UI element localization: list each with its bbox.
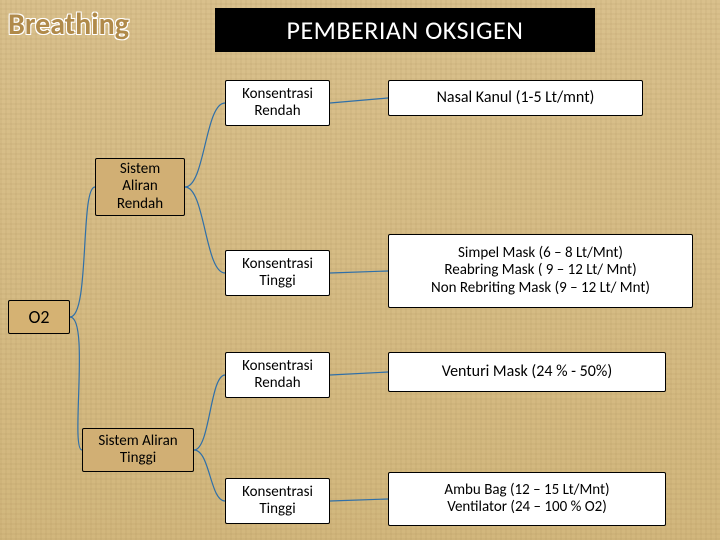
node-nasal: Nasal Kanul (1-5 Lt/mnt) [388,80,643,116]
node-line: Ambu Bag (12 – 15 Lt/Mnt) [444,482,609,499]
node-conc-high-1-label: Konsentrasi Tinggi [234,256,321,291]
node-conc-high-2-label: Konsentrasi Tinggi [234,484,321,519]
node-system-high-label: Sistem Aliran Tinggi [91,433,185,468]
node-line: Nasal Kanul (1-5 Lt/mnt) [437,89,595,107]
node-line: Reabring Mask ( 9 – 12 Lt/ Mnt) [444,262,636,279]
node-conc-low-2-label: Konsentrasi Rendah [234,358,321,393]
node-conc-high-1: Konsentrasi Tinggi [225,250,330,296]
title-banner-text: PEMBERIAN OKSIGEN [287,14,524,46]
node-system-low-label: Sistem Aliran Rendah [104,161,176,213]
node-conc-low-2: Konsentrasi Rendah [225,352,330,398]
node-o2-label: O2 [28,307,49,328]
node-system-high: Sistem Aliran Tinggi [82,428,194,472]
title-left: Breathing [8,6,129,43]
node-conc-low-1: Konsentrasi Rendah [225,80,330,126]
node-o2: O2 [8,300,70,334]
node-line: Simpel Mask (6 – 8 Lt/Mnt) [458,245,623,262]
node-line: Non Rebriting Mask (9 – 12 Lt/ Mnt) [431,280,650,297]
node-venturi: Venturi Mask (24 % - 50%) [388,352,666,392]
title-banner: PEMBERIAN OKSIGEN [215,8,595,52]
node-system-low: Sistem Aliran Rendah [95,158,185,216]
node-ambu: Ambu Bag (12 – 15 Lt/Mnt)Ventilator (24 … [388,472,666,526]
node-conc-high-2: Konsentrasi Tinggi [225,478,330,524]
node-simple-mask: Simpel Mask (6 – 8 Lt/Mnt)Reabring Mask … [388,234,693,308]
node-line: Venturi Mask (24 % - 50%) [442,363,612,381]
node-conc-low-1-label: Konsentrasi Rendah [234,86,321,121]
node-line: Ventilator (24 – 100 % O2) [447,499,607,516]
